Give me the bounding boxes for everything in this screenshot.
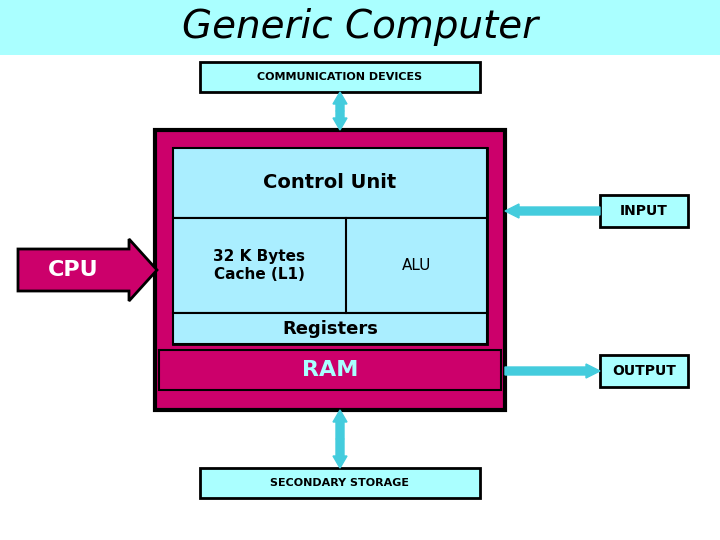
Bar [173, 313, 487, 344]
Text: COMMUNICATION DEVICES: COMMUNICATION DEVICES [258, 72, 423, 82]
Bar [173, 218, 487, 313]
Text: INPUT: INPUT [620, 204, 668, 218]
Text: RAM: RAM [302, 360, 358, 380]
Bar [600, 195, 688, 227]
FancyArrow shape [333, 111, 347, 130]
Bar [200, 62, 480, 92]
FancyArrow shape [333, 92, 347, 111]
Text: ALU: ALU [402, 258, 431, 273]
Text: 32 K Bytes
Cache (L1): 32 K Bytes Cache (L1) [213, 249, 305, 282]
FancyArrow shape [333, 439, 347, 468]
Bar [600, 355, 688, 387]
FancyArrow shape [333, 410, 347, 439]
FancyArrow shape [505, 204, 600, 218]
Bar [155, 130, 505, 410]
Text: OUTPUT: OUTPUT [612, 364, 676, 378]
Text: Generic Computer: Generic Computer [182, 9, 538, 46]
FancyArrow shape [505, 364, 600, 378]
Text: Registers: Registers [282, 320, 378, 338]
Bar [173, 148, 487, 218]
Text: Control Unit: Control Unit [264, 173, 397, 192]
Bar [159, 350, 501, 390]
FancyArrow shape [18, 239, 157, 301]
Text: SECONDARY STORAGE: SECONDARY STORAGE [271, 478, 410, 488]
Bar [173, 148, 487, 344]
Bar [0, 0, 720, 55]
Bar [200, 468, 480, 498]
Text: CPU: CPU [48, 260, 99, 280]
